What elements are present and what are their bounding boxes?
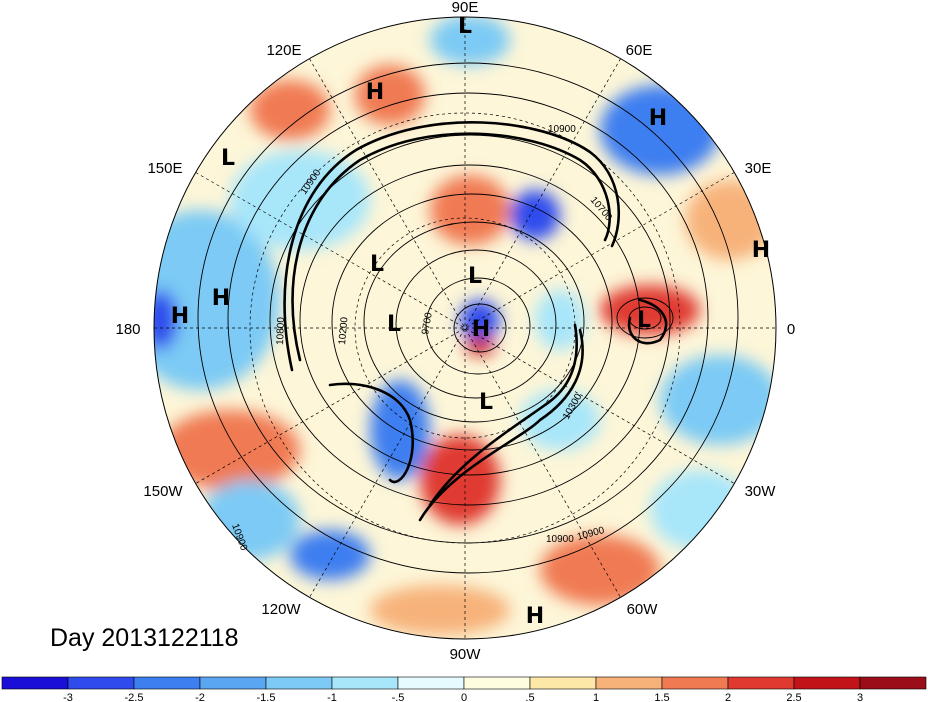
lon-label-60e: 60E [626,42,653,59]
colorbar-tick-label: -2.5 [125,692,144,702]
colorbar-tick-label: 1 [593,692,599,702]
jet-stream-contour [627,298,668,345]
pressure-center-l: L [637,308,651,333]
colorbar-swatch [859,676,927,690]
pressure-center-l: L [387,312,401,337]
colorbar-tick-label: 0 [461,692,467,702]
colorbar: -3 -2.5 -2 -1.5 -1 -.5 0 .5 1 1.5 2 2.5 3 [1,676,927,702]
pressure-center-h: H [171,304,189,329]
pressure-center-l: L [370,252,384,277]
jet-stream-contour [428,323,578,507]
colorbar-swatch [529,676,597,690]
colorbar-swatch [793,676,861,690]
lon-label-30w: 30W [745,483,777,500]
height-contours [197,62,739,574]
lon-label-150w: 150W [143,483,183,500]
colorbar-swatch [727,676,795,690]
colorbar-tick-label: 3 [857,692,863,702]
lon-label-90w: 90W [450,646,482,663]
colorbar-swatch [265,676,333,690]
anomaly-shading [154,17,776,639]
colorbar-tick-label: -1.5 [257,692,276,702]
contour-label: 10200 [337,316,350,345]
lon-label-30e: 30E [745,160,772,177]
contour-label: 10900 [546,534,574,545]
jet-stream-contour [283,121,621,372]
lon-label-120w: 120W [261,601,301,618]
colorbar-tick-label: -.5 [392,692,405,702]
colorbar-swatch [133,676,201,690]
colorbar-tick-label: 1.5 [654,692,669,702]
pressure-center-l: L [479,390,493,415]
lon-label-180: 180 [115,321,140,338]
day-title: Day 2013122118 [50,624,239,652]
colorbar-swatch [1,676,69,690]
jet-stream-contour [328,382,415,484]
pressure-center-l: L [458,14,472,39]
pressure-center-l: L [468,264,482,289]
lon-label-90e: 90E [452,0,479,16]
pressure-center-h: H [526,604,544,629]
contour-label: 10800 [275,316,287,345]
colorbar-swatch [595,676,663,690]
contour-label: 10900 [548,124,576,135]
graticule [153,16,777,640]
lon-label-0: 0 [787,321,795,338]
pressure-centers: L H H L H H H L L L H L L H [171,14,770,629]
colorbar-swatch [463,676,531,690]
colorbar-tick-label: .5 [525,692,534,702]
pressure-center-h: H [212,286,230,311]
colorbar-swatch [199,676,267,690]
jet-stream-contour [291,132,611,362]
colorbar-tick-label: 2 [725,692,731,702]
lon-label-120e: 120E [266,42,301,59]
colorbar-swatch [661,676,729,690]
jet-stream-contour [418,328,584,522]
colorbar-tick-label: 2.5 [786,692,801,702]
colorbar-tick-label: -2 [195,692,205,702]
lon-label-60w: 60W [627,601,659,618]
pressure-center-h: H [472,317,490,342]
longitude-labels: 90E 120E 60E 150E 30E 180 0 150W 30W 120… [115,0,795,663]
lon-label-150e: 150E [147,160,182,177]
pressure-center-l: L [221,146,235,171]
pressure-center-h: H [366,80,384,105]
colorbar-swatch [397,676,465,690]
pressure-center-h: H [649,106,667,131]
colorbar-swatch [67,676,135,690]
colorbar-tick-label: -1 [327,692,337,702]
pressure-center-h: H [752,238,770,263]
colorbar-tick-label: -3 [63,692,73,702]
contour-label: 9700 [420,311,435,335]
colorbar-swatch [331,676,399,690]
